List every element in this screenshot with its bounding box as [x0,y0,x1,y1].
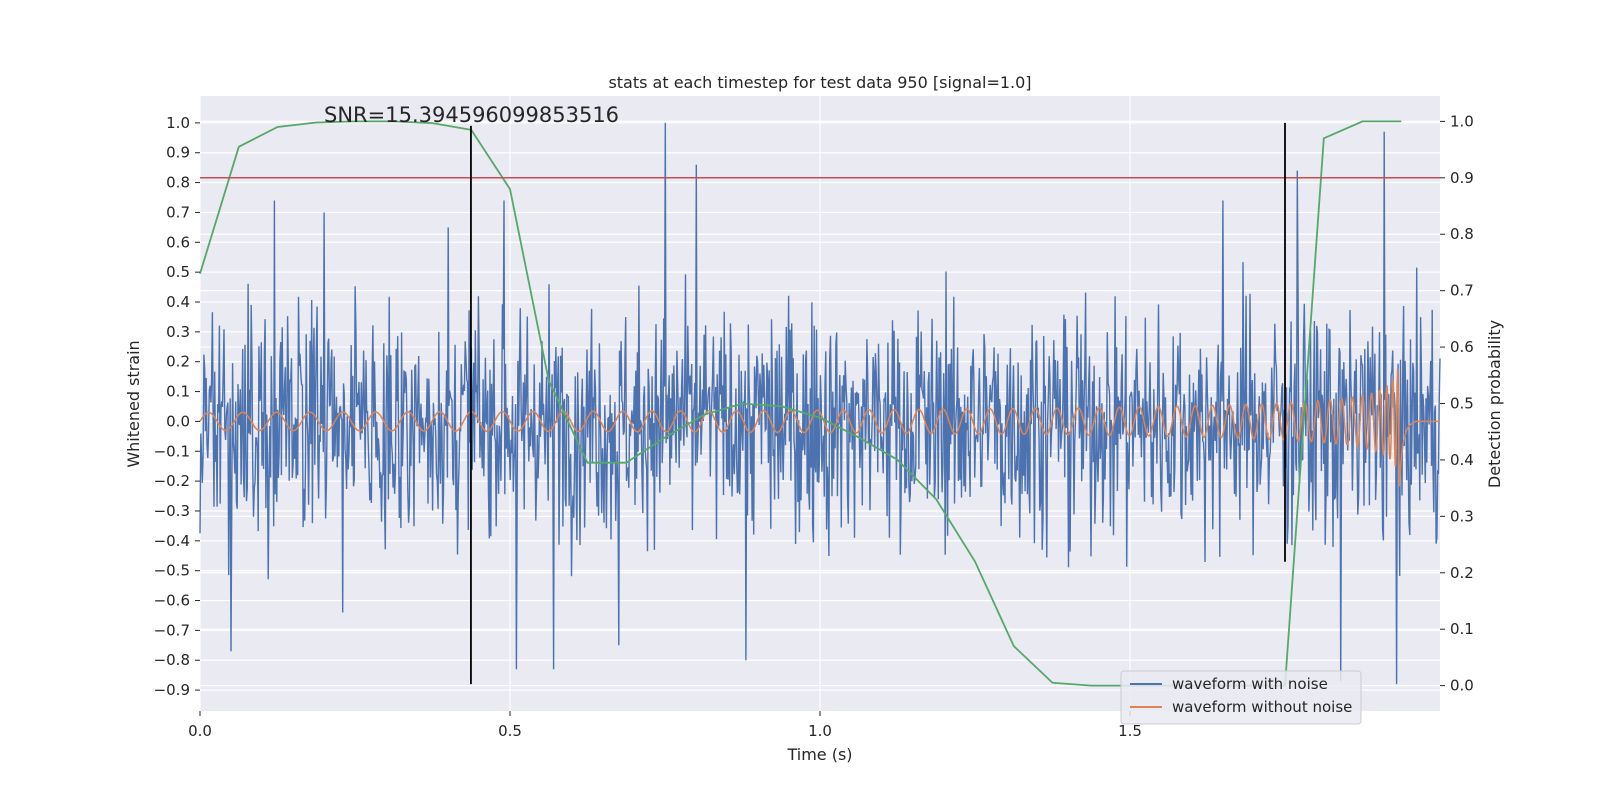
series-waveform-without-noise [199,368,1440,487]
y2-tick-label: 0.3 [1450,507,1474,525]
legend-box [1120,670,1362,725]
y-tick-label: 0.6 [166,233,190,251]
y-tick-label: −0.8 [154,651,190,669]
y2-tick-label: 0.9 [1450,169,1474,187]
y-tick-label: 0.4 [166,293,190,311]
y2-tick-label: 0.5 [1450,395,1474,413]
y-tick-label: 0.8 [166,174,190,192]
y2-tick-label: 0.1 [1450,620,1474,638]
x-tick-label: 1.5 [1118,722,1142,740]
y-tick-label: −0.5 [154,562,190,580]
line-waveform-without-noise [199,368,1440,487]
y-tick-label: −0.7 [154,621,190,639]
y-tick-label: 0.7 [166,203,190,221]
y-tick-label: 1.0 [166,114,190,132]
y2-tick-label: 0.7 [1450,282,1474,300]
x-axis-ticks: 0.0 0.5 1.0 1.5 [188,711,1142,740]
x-tick-label: 1.0 [808,722,832,740]
y2-tick-label: 0.4 [1450,451,1474,469]
y2-tick-label: 0.2 [1450,564,1474,582]
y-tick-label: −0.3 [154,502,190,520]
y2-tick-label: 0.6 [1450,338,1474,356]
y2-axis-ticks: 1.0 0.9 0.8 0.7 0.6 0.5 0.4 0.3 0.2 0.1 0.0 [1440,112,1474,695]
chart-title: stats at each timestep for test data 950… [608,73,1031,92]
y-tick-label: 0.3 [166,323,190,341]
x-tick-label: 0.0 [188,722,212,740]
y-tick-label: −0.4 [154,532,190,550]
x-tick-label: 0.5 [498,722,522,740]
y-tick-label: −0.1 [154,442,190,460]
y2-tick-label: 1.0 [1450,112,1474,130]
legend-label-with-noise: waveform with noise [1172,675,1328,693]
y-tick-label: −0.6 [154,592,190,610]
y-axis-label: Whitened strain [124,340,143,467]
y-tick-label: −0.9 [154,681,190,699]
y2-tick-label: 0.0 [1450,677,1474,695]
y2-axis-label: Detection probability [1485,320,1504,488]
snr-annotation: SNR=15.394596099853516 [324,103,619,127]
x-axis-label: Time (s) [786,745,852,764]
y2-tick-label: 0.8 [1450,225,1474,243]
reference-lines [200,122,1440,685]
y-tick-label: 0.0 [166,412,190,430]
y-axis-ticks: 1.0 0.9 0.8 0.7 0.6 0.5 0.4 0.3 0.2 0.1 0.0 −0.1 −0.… [154,114,200,699]
y-tick-label: 0.5 [166,263,190,281]
y-tick-label: 0.1 [166,383,190,401]
legend: waveform with noise waveform without noi… [1120,670,1362,725]
legend-label-without-noise: waveform without noise [1172,698,1352,716]
y-tick-label: −0.2 [154,472,190,490]
y-tick-label: 0.9 [166,144,190,162]
y-tick-label: 0.2 [166,353,190,371]
